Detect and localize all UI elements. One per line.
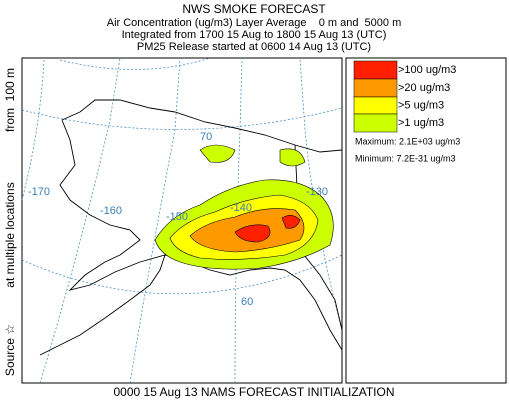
subtitle: Air Concentration (ug/m3) Layer Average … bbox=[107, 17, 402, 29]
locations-label: at multiple locations bbox=[3, 182, 17, 287]
grid-line bbox=[39, 58, 121, 383]
coastline bbox=[39, 99, 342, 356]
map-grid-label: -160 bbox=[100, 205, 122, 217]
grid-line bbox=[22, 254, 342, 295]
map-grid-label: -170 bbox=[28, 186, 50, 198]
source-label: Source ☆ bbox=[3, 324, 17, 376]
legend-label: >5 ug/m3 bbox=[398, 99, 444, 111]
minimum-label: Minimum: 7.2E-31 ug/m3 bbox=[355, 153, 456, 163]
maximum-label: Maximum: 2.1E+03 ug/m3 bbox=[355, 136, 460, 146]
legend-swatch bbox=[353, 96, 398, 115]
map-grid-label: -130 bbox=[306, 186, 328, 198]
legend-label: >1 ug/m3 bbox=[398, 117, 444, 129]
height-label: from 100 m bbox=[3, 68, 17, 132]
map-grid-label: -140 bbox=[230, 202, 252, 214]
smoke-plume bbox=[154, 144, 334, 270]
map bbox=[21, 57, 343, 384]
map-grid-label: -150 bbox=[166, 211, 188, 223]
legend-swatch bbox=[353, 78, 398, 98]
subtitle: Integrated from 1700 15 Aug to 1800 15 A… bbox=[122, 29, 387, 41]
title: NWS SMOKE FORECAST bbox=[182, 2, 326, 16]
grid-line bbox=[22, 107, 342, 130]
map-grid-label: 60 bbox=[241, 296, 253, 308]
footer: 0000 15 Aug 13 NAMS FORECAST INITIALIZAT… bbox=[114, 385, 395, 399]
map-grid-label: 70 bbox=[200, 131, 212, 143]
legend-label: >20 ug/m3 bbox=[398, 82, 450, 94]
legend-swatch bbox=[353, 113, 398, 133]
legend-swatch bbox=[353, 60, 398, 80]
legend-label: >100 ug/m3 bbox=[398, 64, 456, 76]
grid-line bbox=[129, 58, 181, 383]
subtitle: PM25 Release started at 0600 14 Aug 13 (… bbox=[137, 41, 371, 53]
